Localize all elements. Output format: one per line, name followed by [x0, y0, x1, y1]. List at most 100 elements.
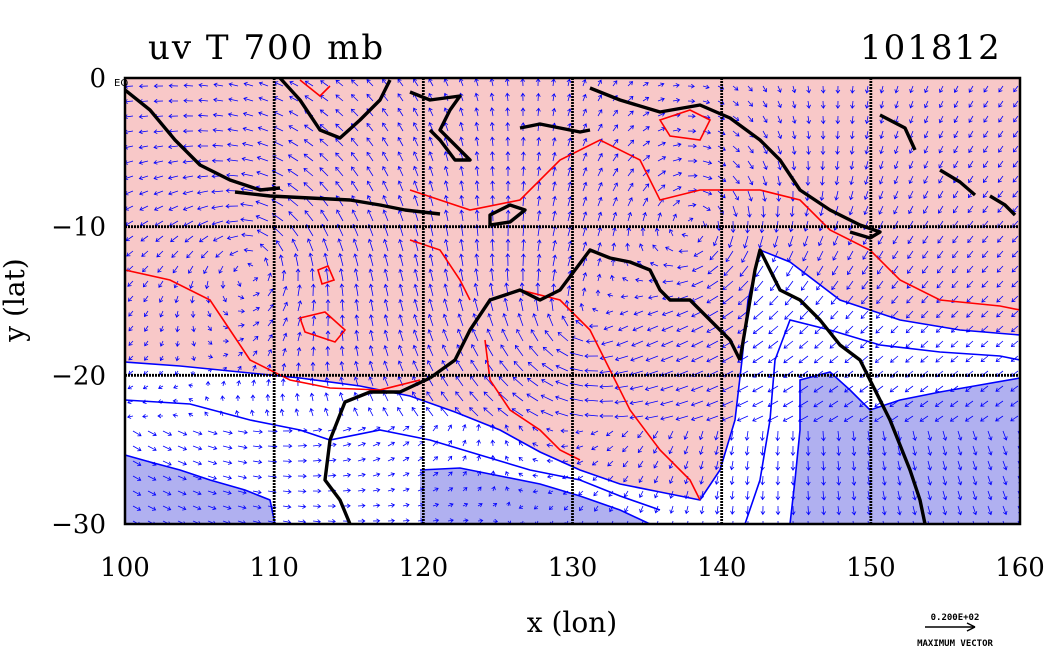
warm-isotherm: [299, 79, 331, 98]
wind-vector-field: [125, 78, 1020, 524]
wind-vector: [1011, 280, 1019, 288]
wind-vector: [620, 294, 629, 299]
wind-vector: [634, 294, 644, 300]
wind-vector: [890, 355, 899, 363]
wind-vector: [413, 151, 419, 162]
wind-vector: [627, 182, 634, 192]
wind-vector: [387, 472, 396, 477]
wind-vector: [382, 151, 389, 162]
wind-vector: [845, 325, 854, 334]
wind-vector: [752, 340, 764, 349]
wind-vector: [351, 209, 359, 222]
wind-vector: [212, 112, 224, 118]
wind-vector: [723, 265, 734, 277]
vector-scale-value: 0.200E+02: [931, 613, 980, 623]
wind-vector: [188, 412, 194, 417]
wind-vector: [153, 175, 164, 181]
wind-vector: [937, 235, 944, 244]
wind-vector: [182, 190, 194, 196]
wind-vector: [630, 355, 644, 362]
wind-vector: [288, 125, 299, 132]
wind-vector: [862, 250, 869, 260]
cool-isotherm: [125, 248, 1020, 501]
wind-vector: [897, 475, 902, 486]
wind-vector: [520, 107, 526, 116]
wind-vector: [490, 439, 496, 447]
wind-vector: [312, 427, 323, 433]
wind-vector: [170, 235, 179, 243]
wind-vector: [128, 325, 134, 332]
wind-vector: [304, 210, 314, 222]
y-tick-label: −20: [51, 361, 106, 391]
wind-vector: [552, 195, 557, 207]
wind-vector: [383, 329, 389, 342]
wind-vector: [661, 310, 674, 317]
wind-vector: [965, 340, 974, 348]
map-title: uv T 700 mb: [148, 28, 386, 68]
wind-vector: [642, 183, 650, 192]
wind-vector: [953, 115, 959, 124]
wind-vector: [897, 520, 900, 524]
wind-vector: [815, 295, 824, 306]
wind-vector: [354, 298, 359, 312]
wind-vector: [897, 505, 902, 516]
wind-vector: [207, 505, 217, 511]
wind-vector: [427, 344, 434, 357]
wind-vector: [127, 295, 134, 302]
wind-vector: [252, 364, 257, 372]
wind-vector: [584, 353, 599, 359]
wind-vector: [443, 268, 449, 282]
wind-vector: [952, 250, 959, 259]
wind-vector: [938, 175, 944, 184]
wind-vector: [168, 98, 178, 104]
wind-vector: [1002, 445, 1008, 456]
wind-vector: [835, 145, 840, 155]
wind-vector: [950, 340, 959, 348]
wind-vector: [813, 385, 824, 393]
wind-vector: [413, 268, 419, 282]
wind-vector: [582, 152, 588, 162]
wind-vector: [402, 456, 410, 462]
wind-vector: [540, 409, 554, 417]
wind-vector: [1012, 235, 1019, 243]
wind-vector: [972, 490, 978, 501]
wind-vector: [335, 138, 344, 147]
wind-vector: [289, 80, 299, 87]
wind-vector: [518, 472, 524, 477]
wind-vector: [597, 196, 603, 207]
warm-isotherm: [484, 339, 581, 461]
wind-vector: [597, 109, 603, 117]
wind-vector: [836, 505, 842, 516]
wind-vector: [325, 345, 331, 357]
wind-vector: [257, 126, 269, 132]
wind-vector: [760, 505, 766, 516]
wind-vector: [775, 430, 781, 442]
wind-vector: [820, 146, 826, 156]
wind-vector: [980, 400, 989, 407]
wind-vector: [159, 340, 165, 347]
wind-vector: [621, 430, 629, 438]
wind-vector: [612, 196, 618, 207]
wind-vector: [455, 391, 464, 402]
wind-vector: [287, 169, 299, 177]
wind-vector: [661, 340, 674, 347]
coastline-cape-york: [738, 248, 927, 524]
wind-vector: [752, 385, 764, 393]
wind-vector: [447, 518, 454, 523]
wind-vector: [837, 520, 839, 524]
wind-vector: [153, 83, 164, 89]
wind-vector: [563, 505, 569, 511]
wind-vector: [258, 111, 269, 117]
wind-vector: [998, 145, 1004, 153]
wind-vector: [982, 175, 989, 183]
wind-vector: [142, 385, 149, 390]
wind-vector: [627, 197, 633, 207]
wind-vector: [638, 490, 644, 499]
wind-vector: [936, 265, 944, 274]
wind-vector: [243, 247, 254, 253]
wind-vector: [492, 518, 499, 524]
wind-vector: [303, 168, 314, 177]
wind-vector: [484, 375, 494, 387]
wind-vector: [938, 145, 944, 154]
wind-vector: [155, 235, 164, 242]
